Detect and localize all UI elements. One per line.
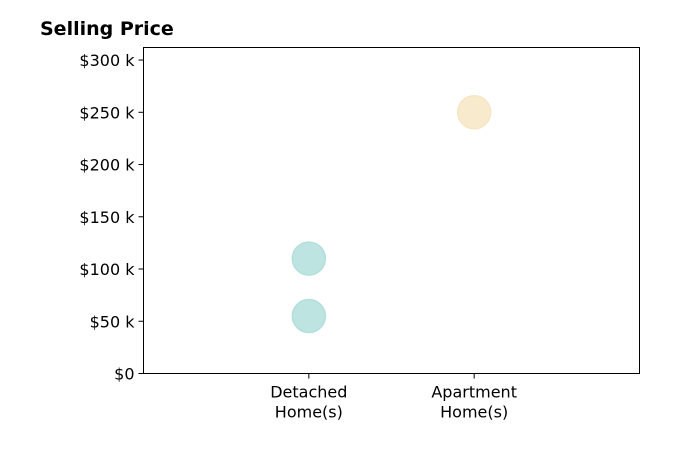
y-axis: $0 $50 k $100 k $150 k $200 k $250 k $300 k: [79, 51, 144, 384]
y-tick-label: $150 k: [79, 208, 135, 227]
x-tick-label-line: Apartment: [431, 383, 517, 402]
x-tick-label: Detached Home(s): [270, 383, 347, 422]
chart-title: Selling Price: [40, 18, 174, 40]
y-tick-label: $100 k: [79, 260, 135, 279]
x-tick-label-line: Home(s): [275, 403, 343, 422]
y-tick-label: $200 k: [79, 156, 135, 175]
data-point: [291, 298, 327, 334]
data-point: [291, 241, 327, 276]
data-point: [456, 95, 492, 130]
y-tick-label: $0: [114, 365, 134, 384]
x-tick-label: Apartment Home(s): [431, 383, 517, 422]
y-tick-label: $300 k: [79, 51, 135, 70]
x-tick-label-line: Home(s): [440, 403, 508, 422]
x-tick-label-line: Detached: [270, 383, 347, 402]
x-axis: Detached Home(s)Apartment Home(s): [270, 373, 517, 422]
plot-area: [143, 47, 640, 374]
y-tick-label: $50 k: [90, 312, 136, 331]
y-tick-label: $250 k: [79, 103, 135, 122]
data-points: [291, 95, 492, 334]
